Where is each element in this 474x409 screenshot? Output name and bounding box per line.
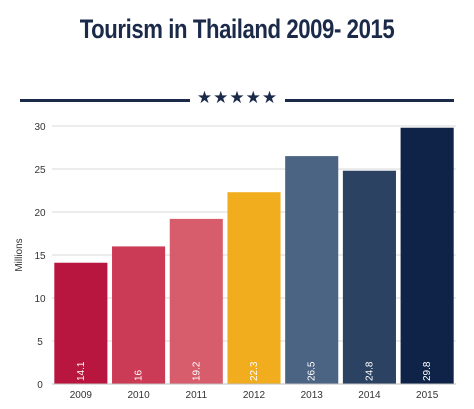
x-tick-label: 2015 [416, 390, 439, 401]
y-tick-label: 25 [34, 165, 46, 176]
bar [342, 170, 396, 384]
y-tick-label: 20 [34, 208, 46, 219]
bar [400, 127, 454, 384]
bar [285, 156, 339, 384]
x-tick-label: 2011 [186, 390, 208, 401]
x-tick-label: 2010 [127, 390, 150, 401]
data-label: 24.8 [364, 361, 375, 381]
y-tick-label: 30 [34, 122, 46, 133]
y-axis-label: Millions [14, 238, 25, 271]
x-tick-label: 2014 [358, 390, 381, 401]
data-label: 14.1 [76, 361, 87, 381]
x-tick-label: 2009 [70, 390, 93, 401]
x-tick-label: 2012 [243, 390, 266, 401]
data-label: 26.5 [307, 361, 318, 381]
bar [169, 218, 223, 384]
chart-title: Tourism in Thailand 2009- 2015 [79, 14, 395, 44]
y-tick-label: 0 [37, 380, 43, 391]
data-label: 29.8 [422, 361, 433, 381]
bar [112, 246, 166, 384]
title-divider-right [285, 99, 454, 102]
x-tick-label: 2013 [301, 390, 324, 401]
y-tick-label: 10 [34, 294, 46, 305]
y-tick-label: 5 [37, 337, 43, 348]
data-label: 22.3 [249, 361, 260, 381]
title-divider-left [20, 99, 190, 102]
y-tick-label: 15 [34, 251, 46, 262]
bar [227, 192, 281, 384]
bar [54, 262, 108, 384]
data-label: 16 [134, 369, 145, 381]
star-rating-icons: ★★★★★ [196, 88, 279, 108]
data-label: 19.2 [191, 361, 202, 381]
